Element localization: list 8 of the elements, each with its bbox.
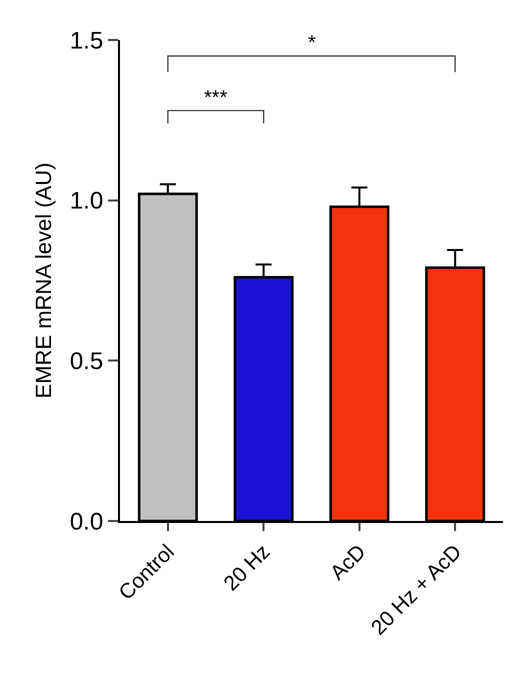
y-tick-label: 1.0	[70, 188, 104, 215]
y-axis-title: EMRE mRNA level (AU)	[31, 162, 56, 398]
y-tick-label: 0.0	[70, 508, 104, 536]
y-tick-label: 0.5	[70, 348, 104, 376]
y-tick-label: 1.5	[70, 27, 104, 54]
x-tick-label: 20 Hz	[220, 540, 275, 596]
annotation: *	[308, 32, 316, 54]
annotation: ***	[204, 87, 228, 109]
